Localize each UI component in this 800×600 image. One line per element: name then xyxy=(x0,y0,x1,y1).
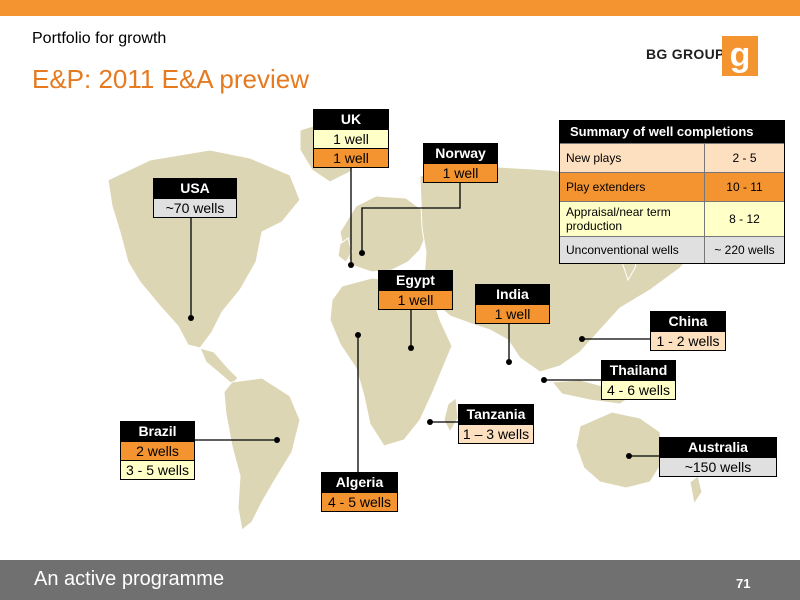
label-tanzania: Tanzania 1 – 3 wells xyxy=(458,404,534,444)
label-usa-line1: ~70 wells xyxy=(154,198,236,217)
summary-row-label: Unconventional wells xyxy=(560,237,705,263)
label-tanzania-name: Tanzania xyxy=(459,405,533,424)
label-tanzania-line1: 1 – 3 wells xyxy=(459,424,533,443)
label-australia: Australia ~150 wells xyxy=(659,437,777,477)
footer-bar xyxy=(0,560,800,600)
label-brazil-line2: 3 - 5 wells xyxy=(121,460,194,479)
map-australia xyxy=(575,411,665,489)
map-madagascar xyxy=(443,397,459,434)
summary-row-play-extenders: Play extenders 10 - 11 xyxy=(560,172,784,201)
map-new-zealand xyxy=(689,475,703,506)
label-algeria: Algeria 4 - 5 wells xyxy=(321,472,398,512)
page-title: E&P: 2011 E&A preview xyxy=(32,64,310,94)
label-egypt-name: Egypt xyxy=(379,271,452,290)
map-south-america xyxy=(223,377,301,531)
top-accent-bar xyxy=(0,0,800,16)
summary-row-value: ~ 220 wells xyxy=(714,243,775,257)
page-number: 71 xyxy=(736,576,751,591)
label-australia-line1: ~150 wells xyxy=(660,457,776,476)
label-india-name: India xyxy=(476,285,549,304)
summary-row-new-plays: New plays 2 - 5 xyxy=(560,143,784,172)
label-brazil: Brazil 2 wells 3 - 5 wells xyxy=(120,421,195,480)
label-china-name: China xyxy=(651,312,725,331)
brand-logo-icon: g xyxy=(722,36,758,76)
label-uk-name: UK xyxy=(314,110,388,129)
brand-name: BG GROUP xyxy=(646,46,725,62)
summary-row-value: 2 - 5 xyxy=(732,151,757,165)
label-usa-name: USA xyxy=(154,179,236,198)
label-thailand: Thailand 4 - 6 wells xyxy=(601,360,676,400)
label-india: India 1 well xyxy=(475,284,550,324)
summary-row-label: Appraisal/near term production xyxy=(560,202,705,236)
label-uk-line2: 1 well xyxy=(314,148,388,167)
label-australia-name: Australia xyxy=(660,438,776,457)
label-algeria-line1: 4 - 5 wells xyxy=(322,492,397,511)
label-uk-line1: 1 well xyxy=(314,129,388,148)
summary-row-label: Play extenders xyxy=(560,173,705,201)
label-egypt: Egypt 1 well xyxy=(378,270,453,310)
summary-title: Summary of well completions xyxy=(560,121,784,143)
label-china-line1: 1 - 2 wells xyxy=(651,331,725,350)
summary-row-label: New plays xyxy=(560,144,705,172)
label-brazil-line1: 2 wells xyxy=(121,441,194,460)
summary-row-value: 8 - 12 xyxy=(729,212,760,226)
map-europe xyxy=(339,195,429,273)
summary-row-unconventional: Unconventional wells ~ 220 wells xyxy=(560,236,784,263)
map-central-america xyxy=(199,347,239,385)
label-egypt-line1: 1 well xyxy=(379,290,452,309)
label-norway-line1: 1 well xyxy=(424,163,497,182)
map-uk xyxy=(337,237,353,263)
footer-tagline: An active programme xyxy=(34,568,225,590)
label-china: China 1 - 2 wells xyxy=(650,311,726,351)
label-norway: Norway 1 well xyxy=(423,143,498,183)
section-heading: Portfolio for growth xyxy=(32,30,167,47)
label-thailand-line1: 4 - 6 wells xyxy=(602,380,675,399)
label-usa: USA ~70 wells xyxy=(153,178,237,218)
label-india-line1: 1 well xyxy=(476,304,549,323)
label-uk: UK 1 well 1 well xyxy=(313,109,389,168)
label-brazil-name: Brazil xyxy=(121,422,194,441)
summary-table: Summary of well completions New plays 2 … xyxy=(559,120,785,264)
label-algeria-name: Algeria xyxy=(322,473,397,492)
summary-row-value: 10 - 11 xyxy=(726,180,763,194)
label-thailand-name: Thailand xyxy=(602,361,675,380)
label-norway-name: Norway xyxy=(424,144,497,163)
summary-row-appraisal: Appraisal/near term production 8 - 12 xyxy=(560,201,784,236)
